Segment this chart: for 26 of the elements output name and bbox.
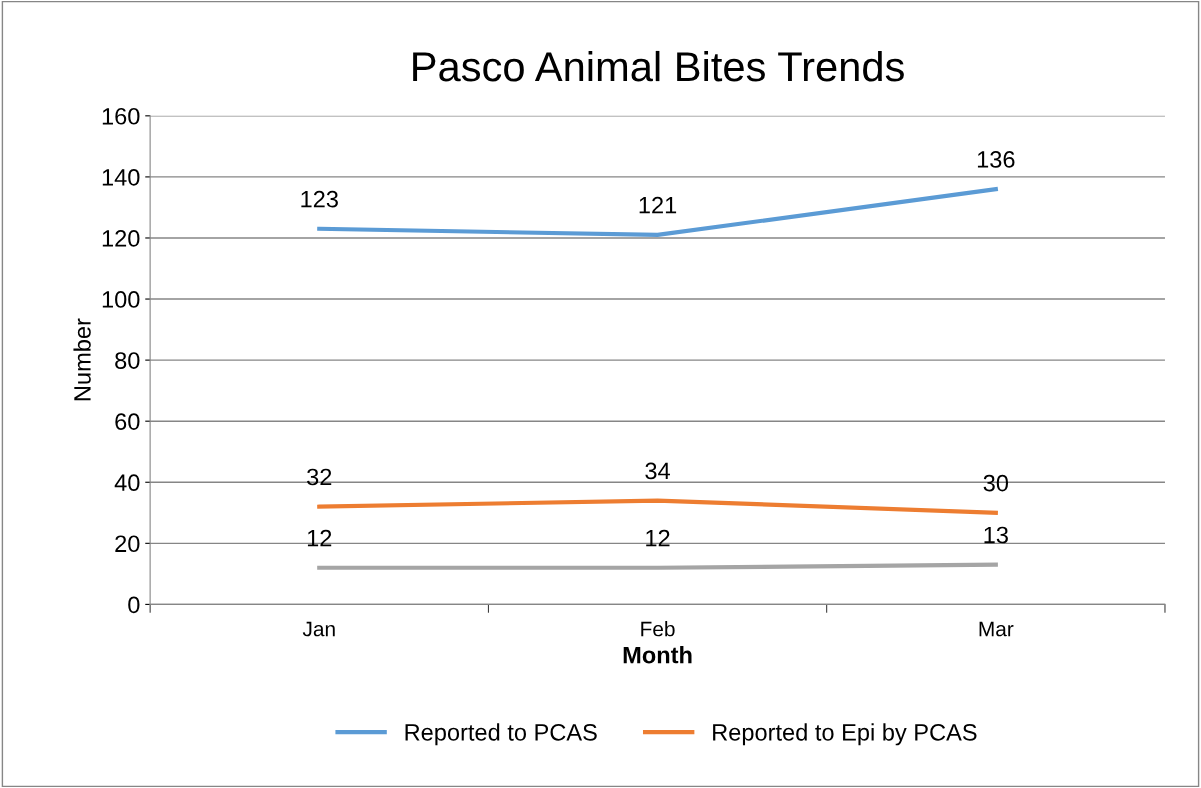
y-tick-label: 140	[102, 168, 140, 186]
y-tick-label: 80	[115, 352, 140, 369]
x-tick-label: Mar	[979, 621, 1014, 637]
data-label: 136	[977, 151, 1015, 168]
y-tick-label: 40	[114, 474, 140, 492]
y-tick-label: 60	[115, 413, 140, 430]
x-tick-label: Feb	[641, 621, 675, 637]
legend-label: Reported to Epi by PCAS	[713, 723, 977, 746]
data-label: 121	[639, 196, 677, 214]
chart-title: Pasco Animal Bites Trends	[413, 50, 904, 82]
data-label: 123	[301, 190, 338, 208]
x-tick-label: Jan	[302, 621, 335, 637]
data-label: 12	[307, 529, 332, 547]
y-tick-label: 120	[102, 230, 140, 247]
data-label: 30	[983, 474, 1009, 492]
data-label: 12	[646, 529, 670, 547]
x-axis-title: Month	[623, 646, 692, 664]
y-tick-label: 100	[102, 291, 140, 308]
y-tick-label: 0	[128, 596, 140, 614]
legend-label: Reported to PCAS	[405, 723, 597, 746]
data-label: 32	[307, 468, 332, 486]
data-label: 34	[645, 462, 670, 480]
data-label: 13	[984, 526, 1008, 544]
y-tick-label: 20	[115, 535, 140, 553]
y-tick-label: 160	[102, 107, 140, 125]
y-axis-title: Number	[73, 318, 91, 401]
